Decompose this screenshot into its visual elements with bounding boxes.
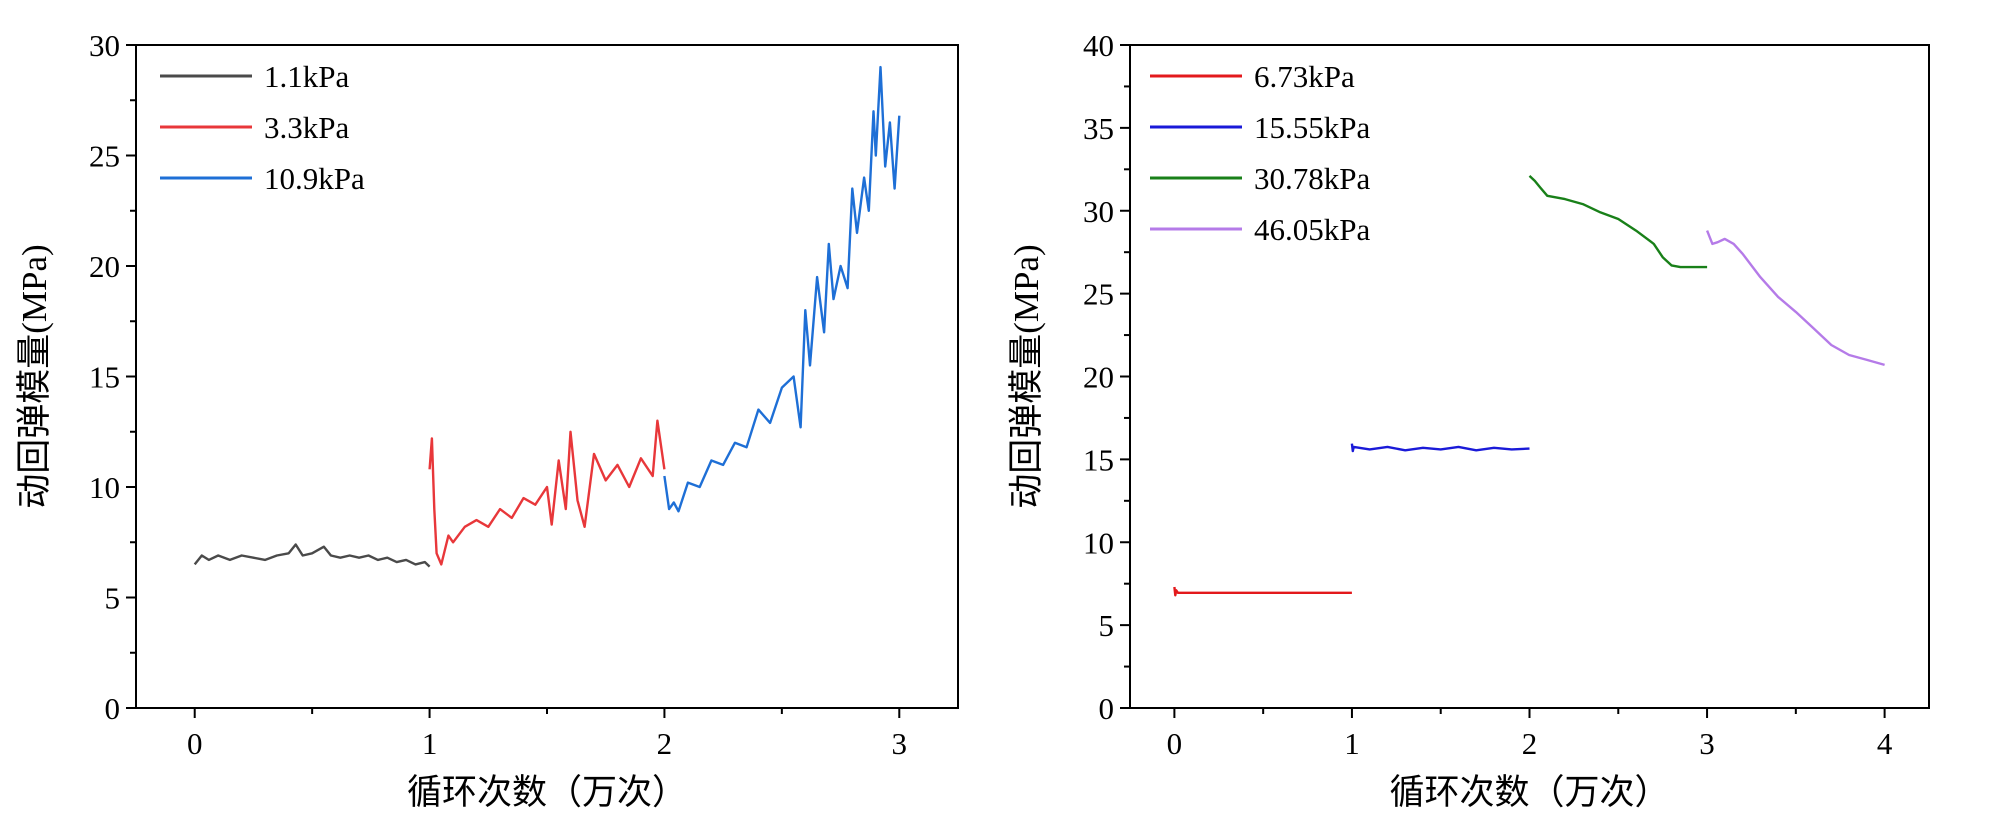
x-tick-label: 3 bbox=[892, 726, 908, 761]
y-tick-label: 5 bbox=[105, 581, 121, 616]
y-axis-title: 动回弹模量(MPa) bbox=[15, 244, 54, 508]
y-axis-title: 动回弹模量(MPa) bbox=[1007, 244, 1046, 508]
y-tick-label: 35 bbox=[1083, 111, 1114, 146]
legend: 6.73kPa 15.55kPa 30.78kPa 46.05kPa bbox=[1150, 59, 1370, 247]
series-line-10.9kPa bbox=[663, 65, 901, 513]
series-line-30.78kPa bbox=[1528, 175, 1708, 269]
x-tick-label: 0 bbox=[1167, 726, 1183, 761]
legend-label: 15.55kPa bbox=[1254, 110, 1370, 145]
y-tick-label: 15 bbox=[89, 360, 120, 395]
x-tick-label: 4 bbox=[1877, 726, 1893, 761]
legend-label: 10.9kPa bbox=[264, 161, 365, 196]
y-tick-label: 25 bbox=[1083, 277, 1114, 312]
plot-frame bbox=[135, 44, 959, 709]
y-tick-label: 0 bbox=[105, 691, 121, 726]
legend: 1.1kPa 3.3kPa 10.9kPa bbox=[160, 59, 365, 196]
y-tick-label: 25 bbox=[89, 139, 120, 174]
x-tick-label: 3 bbox=[1699, 726, 1715, 761]
legend-label: 6.73kPa bbox=[1254, 59, 1355, 94]
x-tick-label: 2 bbox=[1522, 726, 1538, 761]
x-tick-label: 2 bbox=[657, 726, 673, 761]
x-tick-label: 1 bbox=[422, 726, 438, 761]
x-axis-title: 循环次数（万次） bbox=[1389, 773, 1669, 812]
series-line-3.3kPa bbox=[428, 419, 666, 566]
y-tick-label: 30 bbox=[1083, 194, 1114, 229]
y-tick-label: 40 bbox=[1083, 28, 1114, 63]
legend-label: 3.3kPa bbox=[264, 110, 349, 145]
x-tick-label: 0 bbox=[187, 726, 203, 761]
y-tick-label: 0 bbox=[1099, 691, 1115, 726]
y-tick-label: 10 bbox=[1083, 525, 1114, 560]
y-tick-label: 30 bbox=[89, 28, 120, 63]
y-tick-label: 5 bbox=[1099, 608, 1115, 643]
y-tick-label: 15 bbox=[1083, 442, 1114, 477]
chart-panel-right: 0 1 2 3 40510152025303540循环次数（万次）动回弹模量(MPa)6… bbox=[1007, 28, 1930, 812]
series-line-1.1kPa bbox=[193, 543, 431, 568]
x-axis-title: 循环次数（万次） bbox=[407, 773, 687, 812]
legend-label: 1.1kPa bbox=[264, 59, 349, 94]
plot-frame bbox=[1129, 44, 1930, 709]
legend-label: 30.78kPa bbox=[1254, 161, 1370, 196]
y-tick-label: 20 bbox=[89, 249, 120, 284]
series-line-6.73kPa bbox=[1173, 586, 1352, 597]
chart-panel-left: 0 1 2 3051015202530循环次数（万次）动回弹模量(MPa)1.1kPa… bbox=[15, 28, 959, 812]
y-tick-label: 20 bbox=[1083, 360, 1114, 395]
y-tick-label: 10 bbox=[89, 470, 120, 505]
series-line-15.55kPa bbox=[1350, 443, 1530, 453]
legend-label: 46.05kPa bbox=[1254, 212, 1370, 247]
x-tick-label: 1 bbox=[1344, 726, 1360, 761]
series-line-46.05kPa bbox=[1705, 230, 1885, 367]
